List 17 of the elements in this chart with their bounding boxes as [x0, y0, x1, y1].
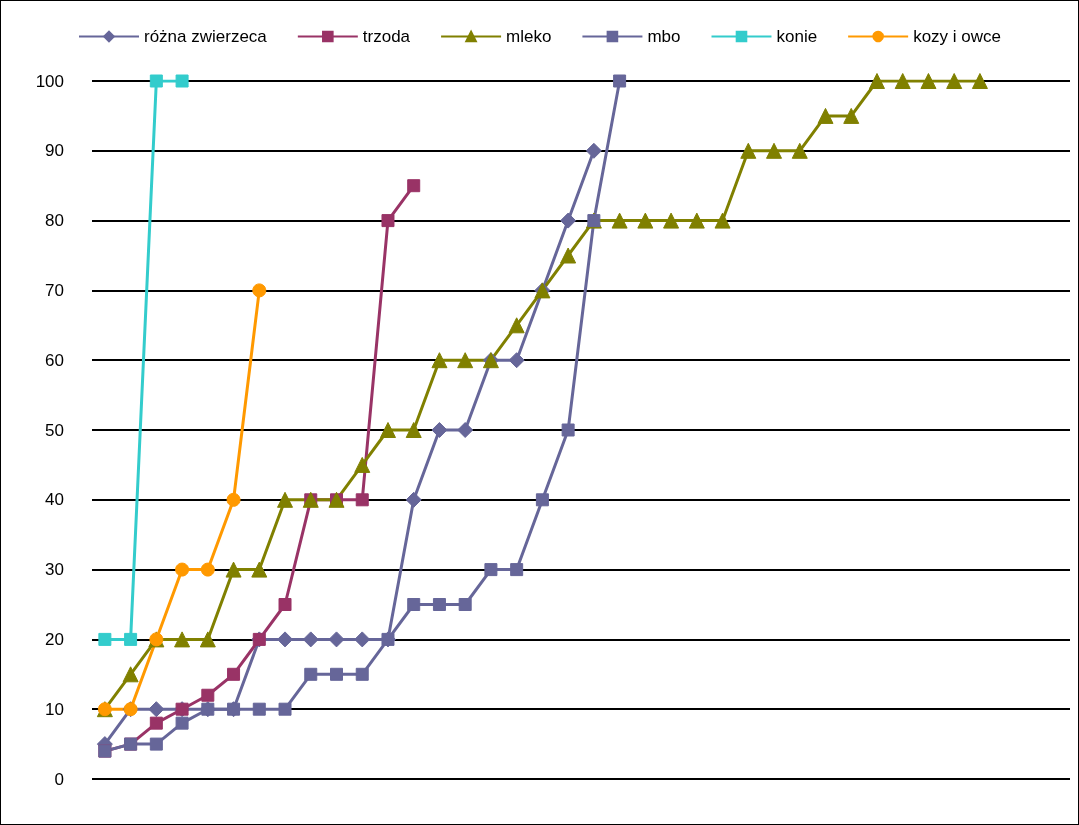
legend-label: trzoda [362, 27, 411, 46]
legend-label: konie [776, 27, 818, 46]
legend-label: kozy i owce [913, 27, 1002, 46]
legend-label: mleko [506, 27, 552, 46]
y-tick-label: 20 [45, 629, 64, 649]
y-tick-label: 10 [45, 699, 64, 719]
y-tick-label: 70 [45, 280, 64, 300]
y-tick-label: 60 [45, 350, 64, 370]
legend-label: mbo [647, 27, 681, 46]
y-tick-label: 100 [35, 71, 64, 91]
y-tick-label: 40 [45, 490, 64, 510]
y-tick-label: 90 [45, 141, 64, 161]
y-tick-label: 50 [45, 420, 64, 440]
y-tick-label: 0 [54, 769, 64, 789]
y-tick-label: 80 [45, 211, 64, 231]
legend-label: różna zwierzeca [144, 27, 268, 46]
y-tick-label: 30 [45, 560, 64, 580]
